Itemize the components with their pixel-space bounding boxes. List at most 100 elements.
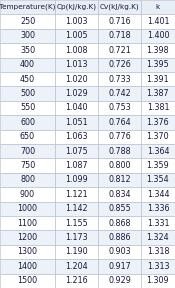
Text: 400: 400 bbox=[20, 60, 35, 69]
Bar bbox=[0, 0, 55, 14]
Text: 0.718: 0.718 bbox=[108, 31, 131, 41]
Bar bbox=[141, 144, 175, 158]
Bar bbox=[0, 173, 55, 187]
Bar bbox=[0, 216, 55, 230]
Bar bbox=[141, 173, 175, 187]
Bar bbox=[141, 58, 175, 72]
Text: 1.029: 1.029 bbox=[65, 89, 88, 98]
Bar bbox=[141, 101, 175, 115]
Bar bbox=[55, 101, 98, 115]
Text: 0.721: 0.721 bbox=[108, 46, 131, 55]
Bar bbox=[55, 144, 98, 158]
Bar bbox=[98, 0, 141, 14]
Text: 1.359: 1.359 bbox=[147, 161, 169, 170]
Bar bbox=[98, 202, 141, 216]
Bar bbox=[55, 274, 98, 288]
Text: 0.764: 0.764 bbox=[108, 118, 131, 127]
Bar bbox=[98, 245, 141, 259]
Text: 0.726: 0.726 bbox=[108, 60, 131, 69]
Bar bbox=[55, 216, 98, 230]
Text: 800: 800 bbox=[20, 175, 35, 185]
Text: 1.313: 1.313 bbox=[147, 262, 169, 271]
Text: 1.003: 1.003 bbox=[65, 17, 88, 26]
Text: 650: 650 bbox=[20, 132, 35, 141]
Text: 600: 600 bbox=[20, 118, 35, 127]
Text: 1.204: 1.204 bbox=[65, 262, 88, 271]
Text: 0.903: 0.903 bbox=[108, 247, 131, 257]
Text: 1.400: 1.400 bbox=[147, 31, 169, 41]
Text: 1.354: 1.354 bbox=[147, 175, 169, 185]
Text: 1.155: 1.155 bbox=[65, 219, 88, 228]
Bar bbox=[141, 14, 175, 29]
Bar bbox=[0, 274, 55, 288]
Bar bbox=[55, 202, 98, 216]
Bar bbox=[141, 259, 175, 274]
Bar bbox=[98, 187, 141, 202]
Text: 1300: 1300 bbox=[18, 247, 38, 257]
Text: Cp(kJ/kg.K): Cp(kJ/kg.K) bbox=[57, 4, 97, 10]
Bar bbox=[98, 72, 141, 86]
Text: 1500: 1500 bbox=[18, 276, 38, 285]
Text: 300: 300 bbox=[20, 31, 35, 41]
Bar bbox=[98, 216, 141, 230]
Bar bbox=[141, 86, 175, 101]
Bar bbox=[55, 230, 98, 245]
Bar bbox=[0, 158, 55, 173]
Bar bbox=[98, 274, 141, 288]
Bar bbox=[98, 130, 141, 144]
Text: 1.121: 1.121 bbox=[65, 190, 88, 199]
Text: 1.020: 1.020 bbox=[65, 75, 88, 84]
Text: 1.063: 1.063 bbox=[65, 132, 88, 141]
Bar bbox=[55, 245, 98, 259]
Text: 0.834: 0.834 bbox=[108, 190, 131, 199]
Text: 1.309: 1.309 bbox=[147, 276, 169, 285]
Bar bbox=[141, 230, 175, 245]
Bar bbox=[141, 130, 175, 144]
Text: 1.099: 1.099 bbox=[65, 175, 88, 185]
Text: 0.855: 0.855 bbox=[108, 204, 131, 213]
Bar bbox=[98, 259, 141, 274]
Bar bbox=[141, 0, 175, 14]
Bar bbox=[0, 86, 55, 101]
Text: 1.324: 1.324 bbox=[147, 233, 169, 242]
Bar bbox=[98, 144, 141, 158]
Text: 0.886: 0.886 bbox=[108, 233, 131, 242]
Text: 1.087: 1.087 bbox=[65, 161, 88, 170]
Bar bbox=[55, 58, 98, 72]
Text: 900: 900 bbox=[20, 190, 35, 199]
Text: 1200: 1200 bbox=[18, 233, 38, 242]
Bar bbox=[0, 130, 55, 144]
Bar bbox=[0, 29, 55, 43]
Bar bbox=[0, 259, 55, 274]
Text: 1400: 1400 bbox=[18, 262, 38, 271]
Bar bbox=[141, 274, 175, 288]
Text: 1.331: 1.331 bbox=[147, 219, 169, 228]
Bar bbox=[0, 43, 55, 58]
Bar bbox=[98, 158, 141, 173]
Bar bbox=[98, 14, 141, 29]
Bar bbox=[55, 259, 98, 274]
Text: 700: 700 bbox=[20, 147, 35, 156]
Text: 1.395: 1.395 bbox=[147, 60, 169, 69]
Bar bbox=[98, 230, 141, 245]
Text: 0.929: 0.929 bbox=[108, 276, 131, 285]
Bar bbox=[0, 72, 55, 86]
Text: 1.398: 1.398 bbox=[147, 46, 169, 55]
Bar bbox=[0, 230, 55, 245]
Bar bbox=[0, 115, 55, 130]
Text: 1.318: 1.318 bbox=[147, 247, 169, 257]
Text: 1.075: 1.075 bbox=[65, 147, 88, 156]
Bar bbox=[55, 43, 98, 58]
Bar bbox=[55, 130, 98, 144]
Text: 1.364: 1.364 bbox=[147, 147, 169, 156]
Text: 1.142: 1.142 bbox=[65, 204, 88, 213]
Bar bbox=[141, 43, 175, 58]
Bar bbox=[55, 29, 98, 43]
Text: 550: 550 bbox=[20, 103, 35, 113]
Text: 0.868: 0.868 bbox=[108, 219, 131, 228]
Text: 1.336: 1.336 bbox=[147, 204, 169, 213]
Text: 1.013: 1.013 bbox=[65, 60, 88, 69]
Text: k: k bbox=[156, 4, 160, 10]
Text: 1.173: 1.173 bbox=[65, 233, 88, 242]
Text: 0.742: 0.742 bbox=[108, 89, 131, 98]
